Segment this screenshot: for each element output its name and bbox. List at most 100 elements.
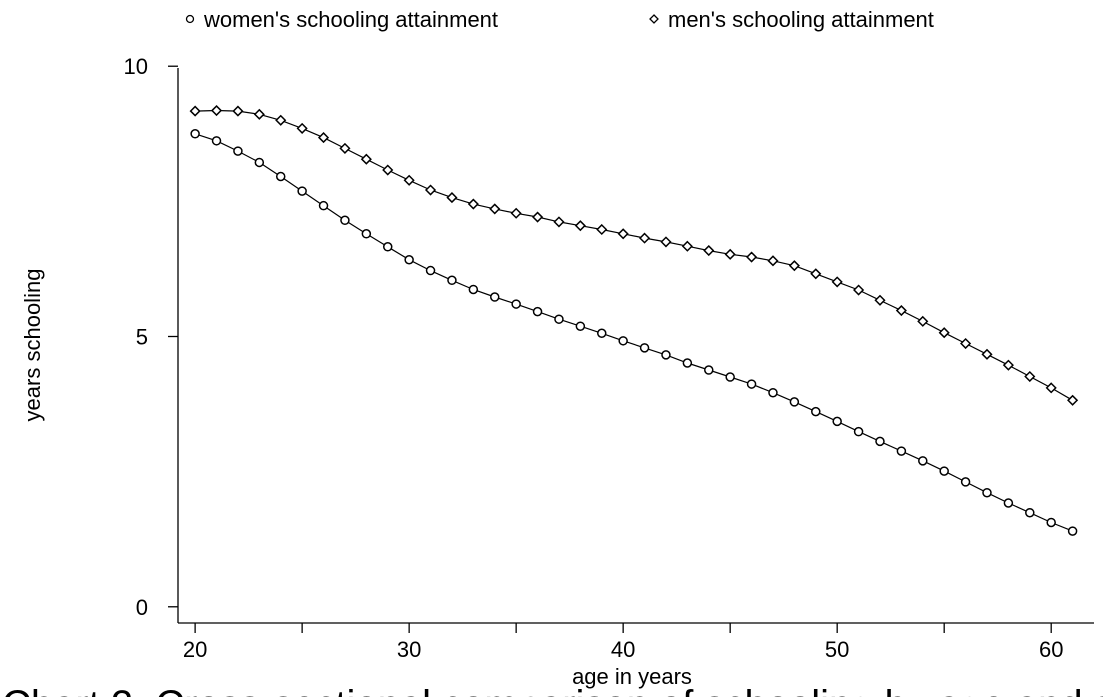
data-point	[189, 105, 201, 117]
data-point	[1003, 498, 1014, 508]
data-point	[724, 248, 736, 260]
series-layer	[189, 104, 1079, 536]
data-point	[318, 200, 329, 211]
data-point	[597, 328, 607, 339]
data-point	[853, 284, 865, 296]
data-point	[874, 294, 886, 306]
data-point	[918, 456, 928, 466]
data-point	[960, 337, 972, 350]
data-point	[489, 292, 500, 302]
data-point	[1067, 526, 1078, 536]
data-point	[297, 186, 307, 196]
data-point	[704, 365, 714, 375]
legend-label-men: men's schooling attainment	[668, 7, 934, 32]
data-point	[832, 416, 842, 427]
data-point	[617, 228, 629, 240]
data-point	[1045, 382, 1057, 394]
data-point	[982, 487, 992, 498]
legend: women's schooling attainment men's schoo…	[185, 7, 934, 32]
chart-caption: Chart 2: Cross-sectional comparison of s…	[2, 683, 1103, 697]
data-point	[917, 315, 929, 327]
data-point	[960, 477, 971, 487]
data-point	[639, 232, 651, 244]
data-point	[404, 254, 414, 265]
data-point	[661, 350, 671, 360]
data-point	[425, 265, 436, 276]
y-tick-label: 5	[136, 325, 148, 350]
data-point	[981, 348, 993, 360]
data-point	[831, 276, 843, 288]
data-point	[1067, 394, 1079, 406]
data-point	[767, 255, 779, 267]
data-point	[275, 171, 286, 182]
data-point	[810, 268, 822, 280]
data-point	[1025, 507, 1035, 518]
data-point	[467, 198, 479, 210]
data-point	[382, 164, 394, 176]
data-point	[275, 114, 287, 126]
x-tick-label: 20	[183, 637, 207, 662]
x-axis-label: age in years	[572, 664, 692, 689]
data-point	[875, 436, 885, 447]
data-point	[788, 260, 800, 272]
data-point	[339, 142, 351, 154]
series-line	[195, 109, 1073, 401]
data-point	[553, 216, 565, 228]
data-point	[232, 105, 244, 117]
y-axis-label: years schooling	[20, 269, 45, 422]
data-point	[317, 132, 330, 144]
data-point	[210, 104, 223, 117]
data-point	[746, 379, 757, 389]
y-tick-label: 0	[136, 595, 148, 620]
data-point	[489, 203, 501, 215]
data-point	[746, 251, 758, 263]
series-women	[190, 129, 1078, 536]
data-point	[639, 343, 650, 353]
data-point	[361, 229, 372, 239]
x-tick-label: 30	[397, 637, 421, 662]
data-point	[853, 426, 864, 437]
data-point	[768, 387, 778, 398]
data-point	[596, 223, 608, 236]
data-point	[424, 184, 437, 196]
data-point	[447, 275, 457, 286]
data-point	[939, 466, 949, 476]
data-point	[660, 236, 672, 248]
data-point	[1024, 370, 1036, 383]
data-point	[233, 146, 243, 156]
data-point	[789, 397, 800, 407]
x-tick-label: 60	[1039, 637, 1063, 662]
data-point	[511, 299, 521, 309]
data-point	[254, 157, 265, 168]
data-point	[532, 306, 543, 317]
data-point	[618, 336, 628, 346]
data-point	[896, 446, 907, 456]
data-point	[296, 122, 308, 134]
data-point	[382, 242, 393, 252]
data-point	[811, 406, 821, 417]
data-point	[725, 372, 735, 382]
data-point	[938, 327, 950, 339]
data-point	[446, 192, 458, 204]
data-point	[510, 207, 522, 219]
axes	[177, 68, 1094, 624]
data-point	[253, 108, 265, 120]
data-point	[703, 244, 715, 257]
data-point	[531, 211, 544, 223]
series-men	[189, 104, 1079, 406]
data-point	[211, 136, 222, 146]
data-point	[403, 174, 415, 186]
data-point	[575, 321, 586, 331]
data-point	[1002, 359, 1014, 371]
y-tick-label: 10	[124, 54, 148, 79]
data-point	[574, 220, 586, 232]
x-tick-label: 40	[611, 637, 635, 662]
legend-marker-men	[649, 14, 659, 24]
data-point	[190, 129, 200, 139]
data-point	[554, 314, 564, 324]
legend-marker-women	[185, 14, 195, 24]
data-point	[340, 215, 350, 226]
x-tick-label: 50	[825, 637, 849, 662]
data-point	[682, 358, 693, 368]
